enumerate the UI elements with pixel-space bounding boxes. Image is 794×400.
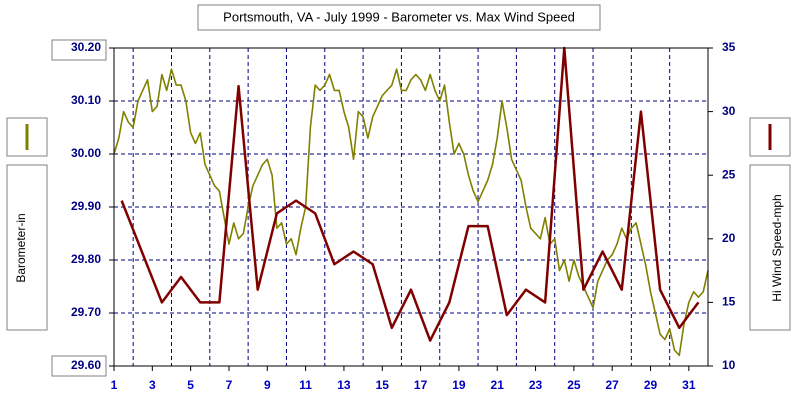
x-tick-label: 1: [111, 378, 118, 392]
x-tick-label: 7: [226, 378, 233, 392]
y2-tick-label: 30: [722, 104, 736, 118]
x-tick-label: 19: [452, 378, 466, 392]
plot-border: [113, 47, 709, 367]
tick-box: [51, 39, 107, 61]
y-tick-label: 29.70: [71, 305, 101, 319]
x-tick-label: 3: [149, 378, 156, 392]
x-tick-label: 29: [644, 378, 658, 392]
y-label-box: [6, 164, 48, 331]
y-tick-label: 29.90: [71, 199, 101, 213]
y-tick-label: 30.00: [71, 146, 101, 160]
x-tick-label: 25: [567, 378, 581, 392]
x-tick-label: 27: [606, 378, 620, 392]
x-tick-label: 17: [414, 378, 428, 392]
x-tick-label: 9: [264, 378, 271, 392]
y2-tick-label: 15: [722, 295, 736, 309]
x-tick-label: 31: [682, 378, 696, 392]
y-tick-label: 29.80: [71, 252, 101, 266]
x-tick-label: 5: [187, 378, 194, 392]
x-tick-label: 23: [529, 378, 543, 392]
x-tick-label: 21: [491, 378, 505, 392]
x-tick-label: 11: [299, 378, 312, 392]
tick-box: [51, 355, 107, 377]
title-box: [197, 4, 601, 31]
y-tick-label: 30.20: [71, 40, 101, 54]
y2-tick-label: 20: [722, 231, 736, 245]
y-tick-label: 29.60: [71, 358, 101, 372]
data-line: [113, 68, 709, 357]
y-axis-label: Barometer-in: [14, 213, 28, 282]
x-tick-label: 13: [337, 378, 351, 392]
y2-label-box: [749, 164, 791, 331]
chart-title: Portsmouth, VA - July 1999 - Barometer v…: [223, 9, 575, 24]
y2-axis-label: Hi Wind Speed-mph: [770, 194, 784, 301]
y2-tick-label: 35: [722, 40, 736, 54]
x-tick-label: 15: [376, 378, 390, 392]
y2-tick-label: 25: [722, 167, 736, 181]
y2-tick-label: 10: [722, 358, 736, 372]
data-line: [120, 46, 700, 342]
y-tick-label: 30.10: [71, 93, 101, 107]
